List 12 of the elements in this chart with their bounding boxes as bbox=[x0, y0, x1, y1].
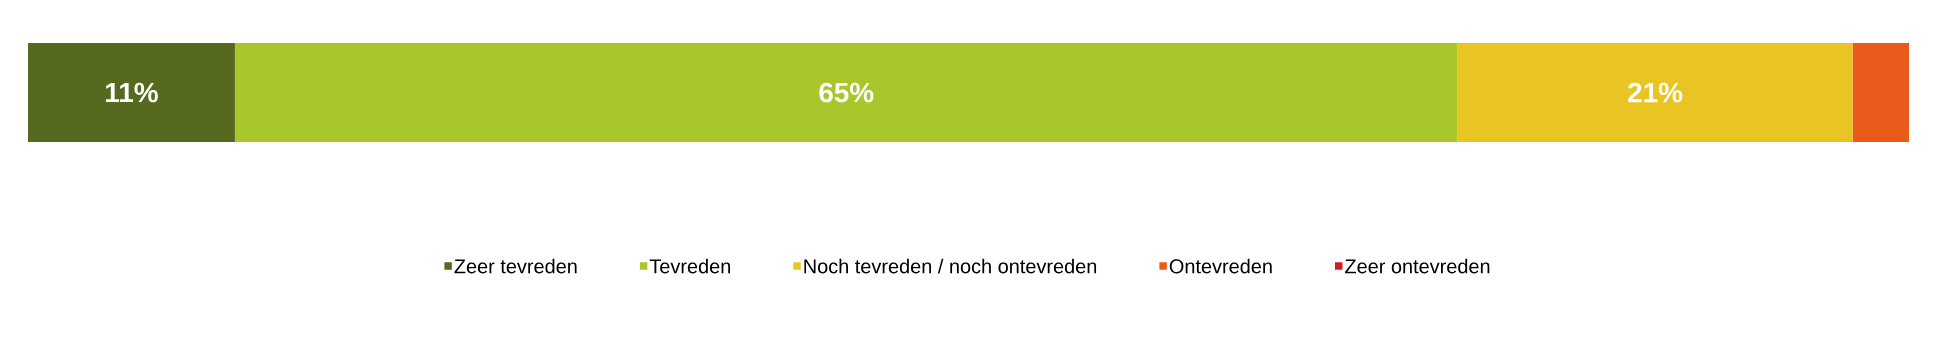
bar bbox=[28, 43, 235, 142]
data-label: 11% bbox=[106, 82, 158, 103]
data-label: 65% bbox=[819, 82, 874, 103]
legend-label: Zeer ontevreden bbox=[1345, 258, 1490, 274]
bar bbox=[1852, 43, 1910, 142]
legend-label: Noch tevreden / noch ontevreden bbox=[804, 258, 1097, 274]
legend-label: Zeer tevreden bbox=[454, 258, 577, 274]
legend-label: Tevreden bbox=[649, 258, 731, 274]
bar bbox=[234, 43, 1458, 142]
data-label: 21% bbox=[1628, 82, 1683, 103]
legend-label: Ontevreden bbox=[1169, 258, 1272, 274]
bar bbox=[1457, 43, 1853, 142]
